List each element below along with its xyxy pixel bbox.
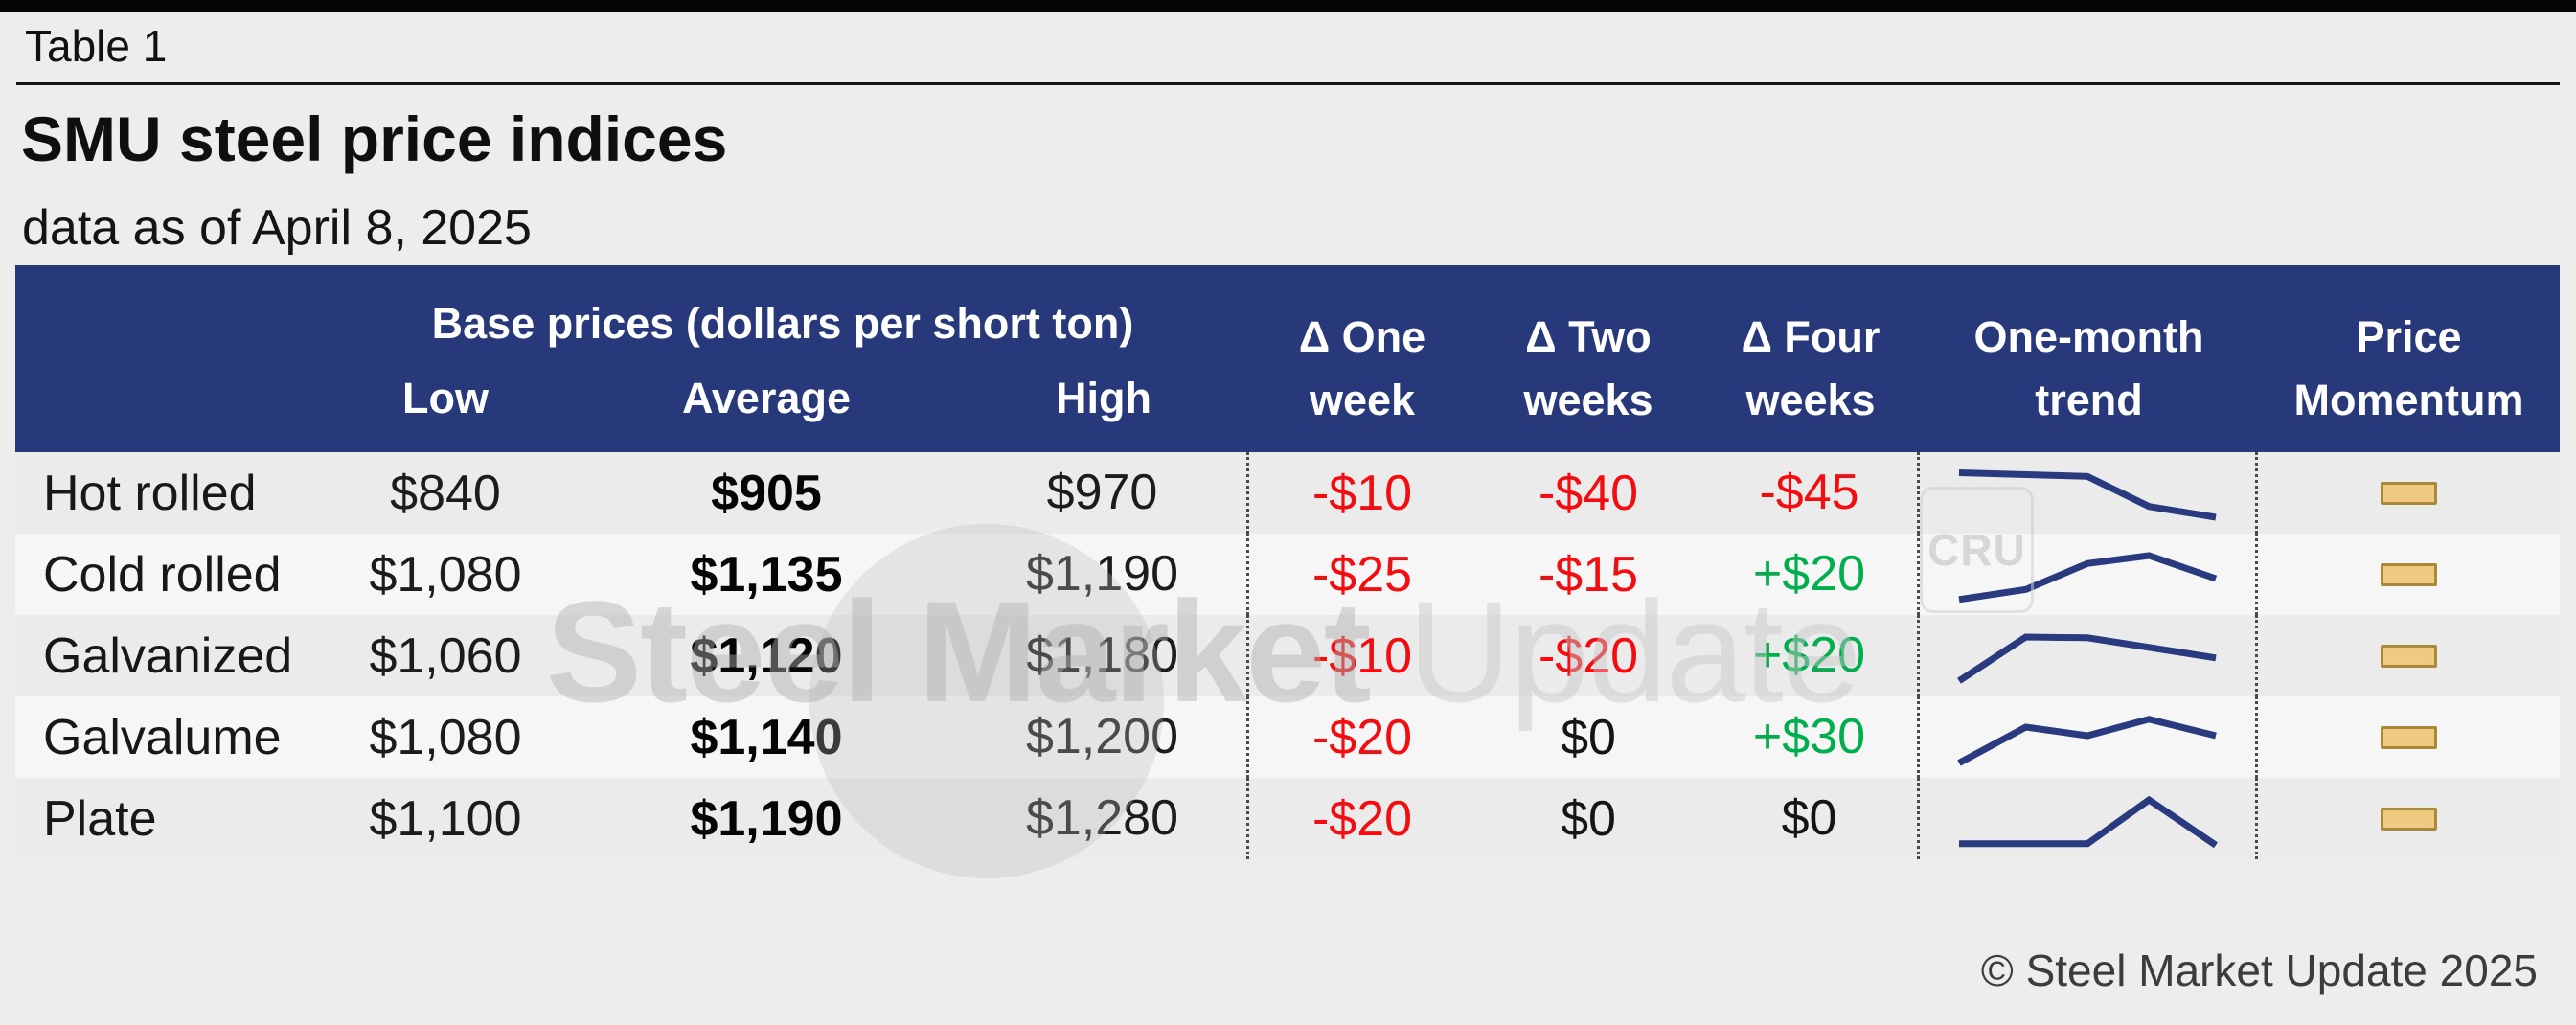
trend-sparkline-cell: [1920, 534, 2258, 615]
page-subtitle: data as of April 8, 2025: [22, 200, 532, 256]
delta-one-week-cell: -$20: [1311, 790, 1413, 847]
table-header: Base prices (dollars per short ton) Low …: [15, 265, 2560, 452]
high-price-cell: $1,190: [958, 534, 1249, 615]
header-high: High: [1056, 374, 1151, 422]
low-price-cell: $1,080: [369, 709, 522, 765]
table-tag: Table 1: [25, 21, 168, 71]
momentum-neutral-icon: [2381, 644, 2437, 668]
table-row: Galvalume $1,080 $1,140 $1,200 -$20 $0 +$30: [15, 696, 2560, 778]
momentum-cell: [2258, 534, 2560, 615]
average-price-cell: $905: [711, 465, 822, 521]
trend-sparkline-cell: [1920, 778, 2258, 859]
delta-four-weeks-cell: $0: [1701, 778, 1920, 859]
trend-sparkline-cell: [1920, 615, 2258, 696]
header-delta-four-weeks-line2: weeks: [1745, 375, 1876, 424]
high-price-cell: $1,200: [958, 696, 1249, 778]
product-cell: Cold rolled: [43, 546, 282, 603]
header-delta-one-week: Δ One week: [1249, 265, 1475, 452]
trend-sparkline-cell: [1920, 696, 2258, 778]
header-delta-one-week-line2: week: [1309, 375, 1416, 424]
delta-one-week-cell: -$25: [1311, 546, 1413, 603]
delta-one-week-cell: -$10: [1311, 627, 1413, 684]
trend-sparkline: [1959, 795, 2218, 849]
average-price-cell: $1,140: [690, 709, 843, 765]
momentum-neutral-icon: [2381, 562, 2437, 586]
average-price-cell: $1,135: [690, 546, 843, 603]
divider-line: [16, 82, 2560, 85]
momentum-neutral-icon: [2381, 725, 2437, 749]
header-delta-two-weeks-line1: Δ Two: [1525, 311, 1652, 361]
top-black-bar: [0, 0, 2576, 12]
momentum-neutral-icon: [2381, 481, 2437, 505]
trend-sparkline: [1958, 469, 2217, 521]
trend-sparkline-cell: [1920, 452, 2258, 534]
product-cell: Galvalume: [43, 709, 282, 765]
header-delta-one-week-line1: Δ One: [1298, 311, 1426, 361]
header-delta-two-weeks: Δ Two weeks: [1475, 265, 1701, 452]
delta-two-weeks-cell: -$40: [1538, 465, 1639, 521]
table-body: Hot rolled $840 $905 $970 -$10 -$40 -$45 Cold r…: [15, 452, 2560, 859]
table-row: Plate $1,100 $1,190 $1,280 -$20 $0 $0: [15, 778, 2560, 859]
momentum-cell: [2258, 615, 2560, 696]
header-base-prices-group: Base prices (dollars per short ton): [431, 298, 1134, 348]
low-price-cell: $1,080: [369, 546, 522, 603]
copyright-notice: © Steel Market Update 2025: [1980, 945, 2538, 995]
product-cell: Plate: [43, 790, 157, 847]
header-average: Average: [682, 374, 851, 422]
delta-one-week-cell: -$20: [1311, 709, 1413, 765]
page-title: SMU steel price indices: [21, 103, 728, 174]
momentum-cell: [2258, 778, 2560, 859]
delta-four-weeks-cell: +$30: [1701, 696, 1920, 778]
delta-four-weeks-cell: -$45: [1701, 452, 1920, 534]
table-row: Galvanized $1,060 $1,120 $1,180 -$10 -$20 +$20: [15, 615, 2560, 696]
momentum-cell: [2258, 452, 2560, 534]
delta-four-weeks-cell: +$20: [1701, 615, 1920, 696]
header-price-momentum: Price Momentum: [2258, 265, 2560, 452]
header-momentum-line1: Price: [2356, 311, 2462, 361]
table-row: Hot rolled $840 $905 $970 -$10 -$40 -$45: [15, 452, 2560, 534]
delta-two-weeks-cell: -$20: [1538, 627, 1639, 684]
trend-sparkline: [1958, 552, 2218, 604]
delta-four-weeks-cell: +$20: [1701, 534, 1920, 615]
low-price-cell: $840: [390, 465, 501, 521]
product-cell: Hot rolled: [43, 465, 257, 521]
momentum-neutral-icon: [2381, 807, 2437, 831]
momentum-cell: [2258, 696, 2560, 778]
header-one-month-trend: One-month trend: [1920, 265, 2258, 452]
trend-sparkline: [1957, 633, 2217, 684]
header-delta-four-weeks-line1: Δ Four: [1741, 311, 1881, 361]
table-row: Cold rolled $1,080 $1,135 $1,190 -$25 -$15 +$2…: [15, 534, 2560, 615]
header-delta-four-weeks: Δ Four weeks: [1701, 265, 1920, 452]
average-price-cell: $1,120: [690, 627, 843, 684]
high-price-cell: $1,180: [958, 615, 1249, 696]
header-trend-line2: trend: [2035, 375, 2143, 424]
trend-sparkline: [1957, 716, 2217, 766]
average-price-cell: $1,190: [690, 790, 843, 847]
delta-one-week-cell: -$10: [1311, 465, 1413, 521]
product-cell: Galvanized: [43, 627, 293, 684]
header-trend-line1: One-month: [1973, 311, 2204, 361]
delta-two-weeks-cell: -$15: [1538, 546, 1639, 603]
low-price-cell: $1,100: [369, 790, 522, 847]
high-price-cell: $970: [958, 452, 1249, 534]
delta-two-weeks-cell: $0: [1561, 790, 1616, 847]
header-low: Low: [402, 374, 489, 422]
price-table: Base prices (dollars per short ton) Low …: [15, 265, 2560, 859]
delta-two-weeks-cell: $0: [1561, 709, 1616, 765]
high-price-cell: $1,280: [958, 778, 1249, 859]
header-momentum-line2: Momentum: [2293, 375, 2524, 424]
low-price-cell: $1,060: [369, 627, 522, 684]
header-delta-two-weeks-line2: weeks: [1523, 375, 1653, 424]
